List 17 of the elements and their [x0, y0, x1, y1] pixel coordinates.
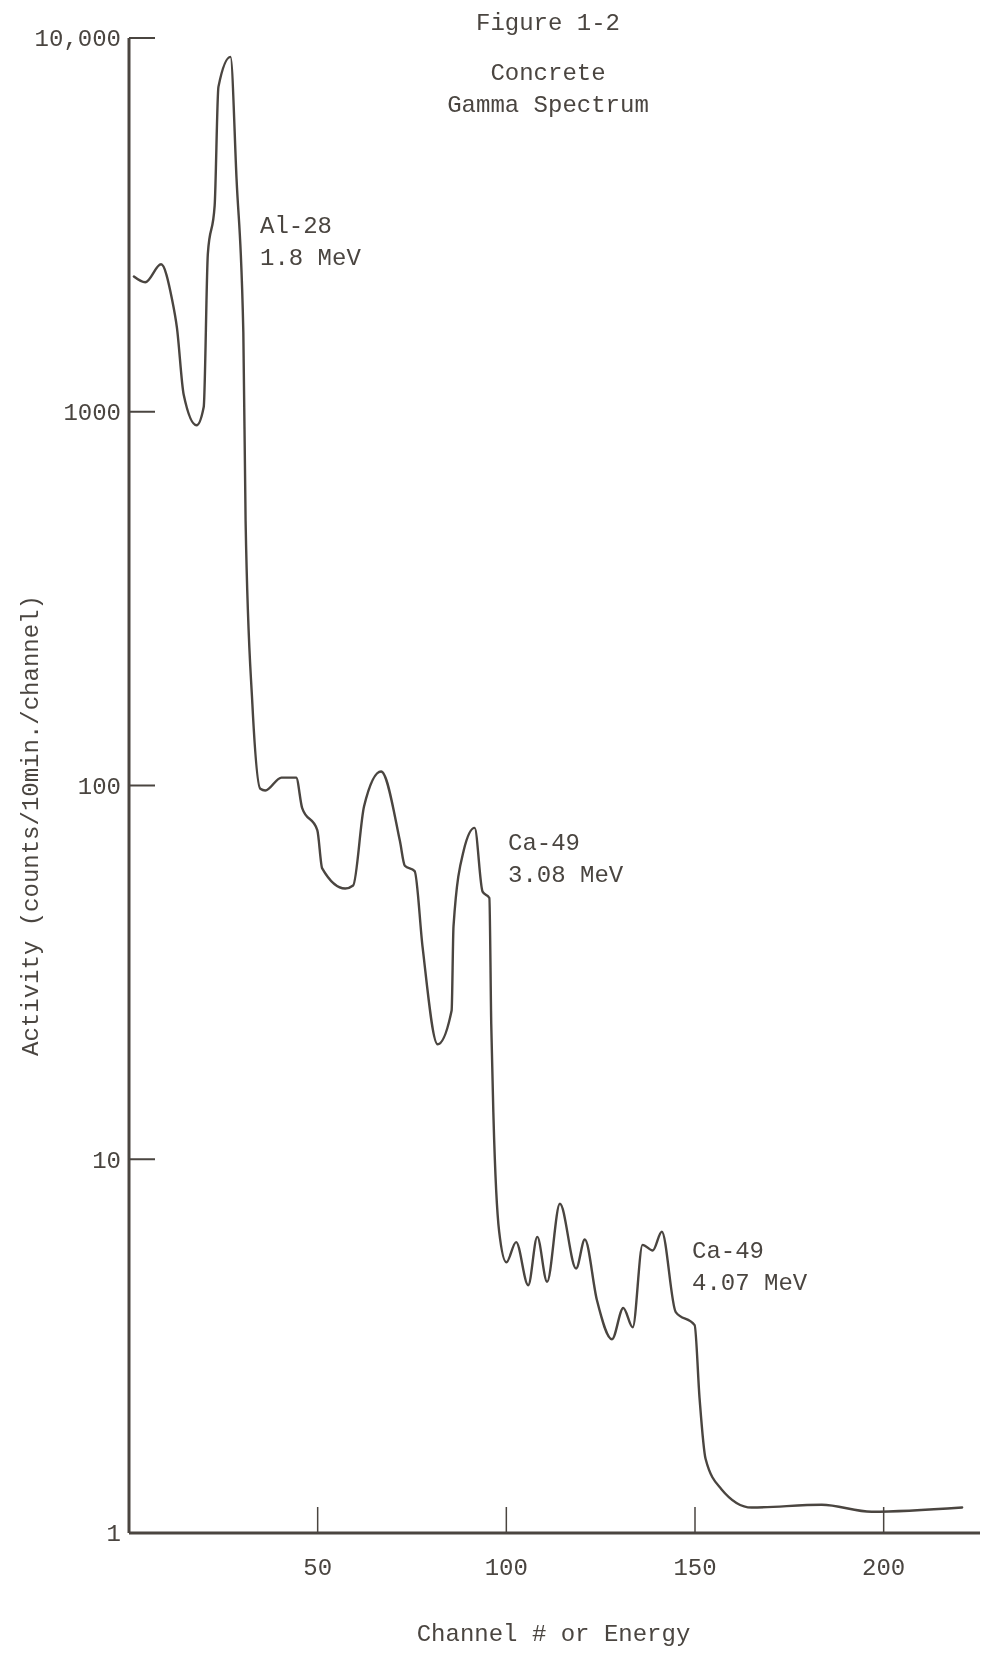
x-tick-label: 100	[484, 1555, 528, 1582]
x-axis-title: Channel # or Energy	[416, 1621, 691, 1648]
annotation: Ca-49 3.08 MeV	[508, 830, 624, 889]
x-tick-label: 200	[862, 1555, 906, 1582]
line-series	[132, 55, 964, 1513]
y-tick-label: 10	[92, 1147, 121, 1175]
x-tick-label: 150	[673, 1555, 717, 1582]
caption: Figure 1-2	[475, 10, 621, 37]
y-tick-label: 10,000	[34, 26, 121, 54]
text: Concrete Gamma Spectrum	[447, 60, 649, 119]
annotation: Ca-49 4.07 MeV	[692, 1238, 808, 1297]
x-tick-label: 50	[303, 1555, 333, 1582]
annotation: Al-28 1.8 MeV	[260, 213, 362, 272]
y-tick-label: 100	[77, 773, 121, 801]
y-tick-label: 1000	[63, 400, 121, 428]
y-axis-title: Activity (counts/10min./channel)	[18, 595, 45, 1056]
y-tick-label: 1	[106, 1521, 121, 1549]
